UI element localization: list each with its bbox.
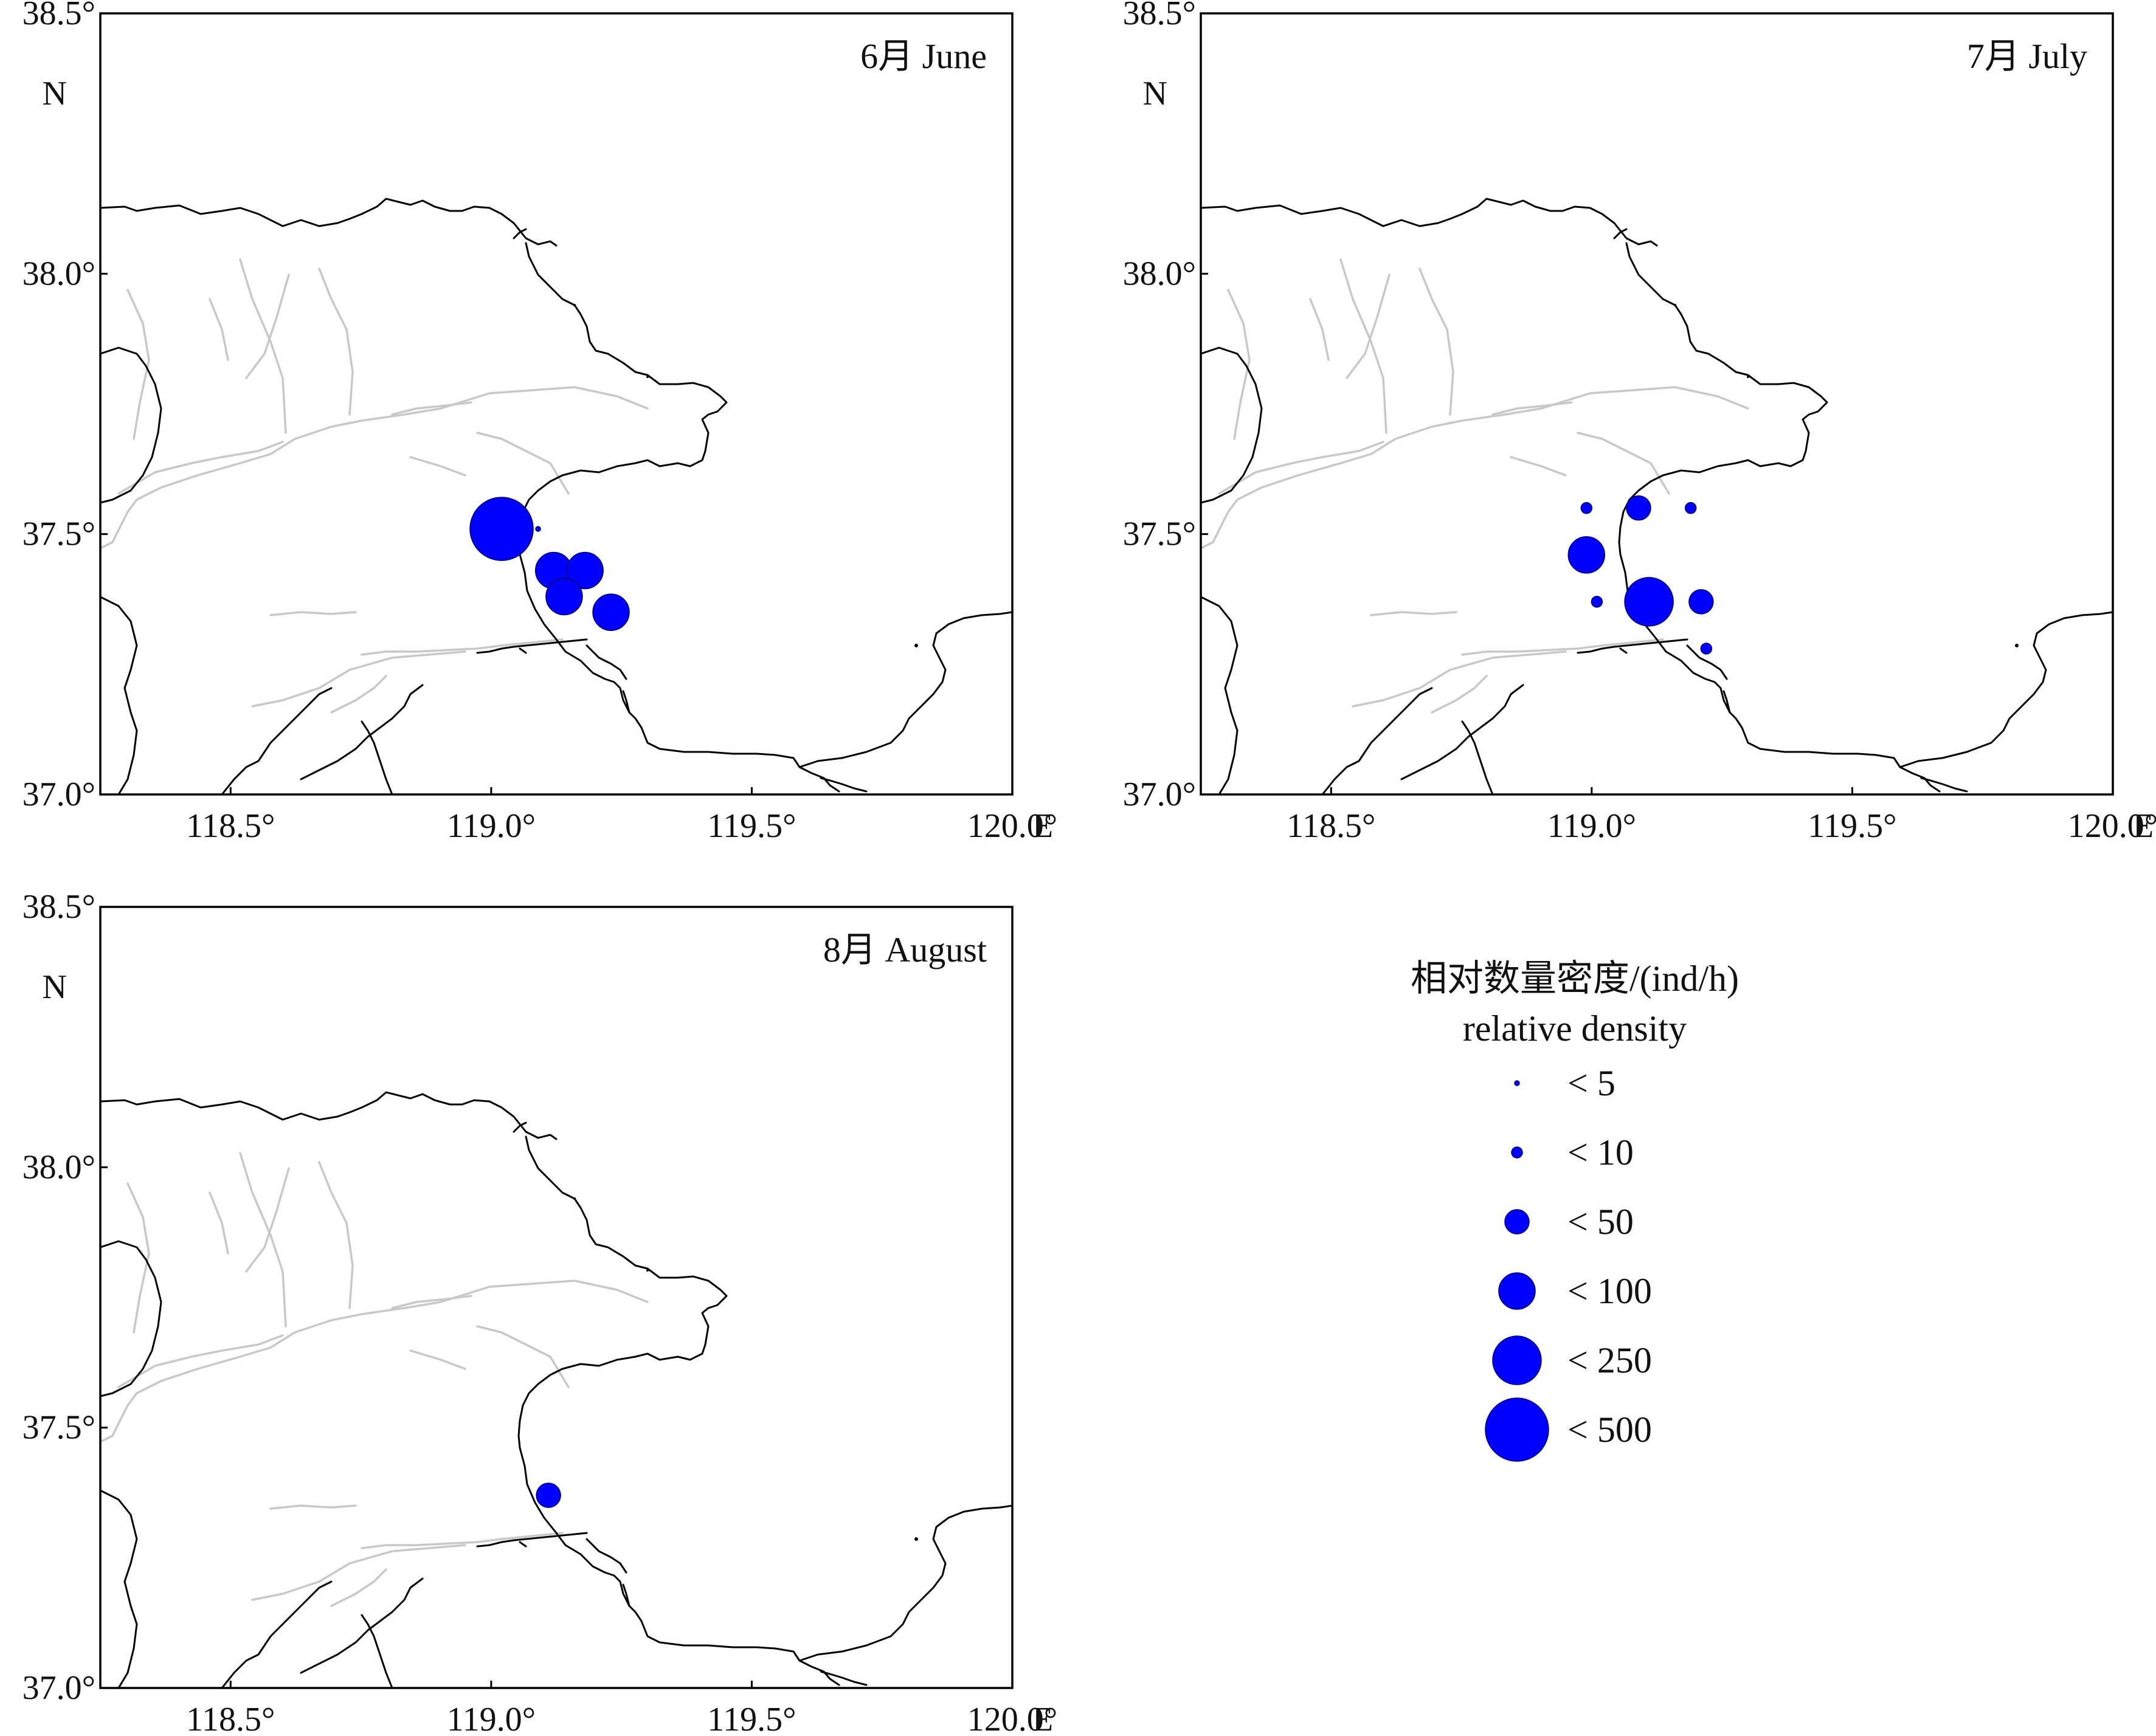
lat-tick-label: 37.0°	[1123, 776, 1196, 813]
lon-tick-label: 119.0°	[447, 1701, 536, 1736]
lat-tick-label: 37.5°	[22, 515, 95, 553]
lon-tick-label: 119.0°	[1547, 807, 1636, 845]
station-marker	[1567, 536, 1606, 574]
legend-marker	[1492, 1335, 1542, 1385]
station-marker	[535, 526, 541, 532]
lat-tick-label: 38.0°	[22, 255, 95, 292]
lon-tick-label: 118.5°	[186, 1701, 275, 1736]
lon-tick-label: 119.5°	[1808, 807, 1896, 845]
legend-label: < 100	[1567, 1271, 1652, 1311]
coastline-basemap	[100, 198, 1012, 794]
lat-tick-label: 38.0°	[22, 1148, 95, 1186]
legend: 相对数量密度/(ind/h) relative density < 5 < 10 < 5…	[1411, 959, 1739, 1462]
lat-tick-label: 38.0°	[1123, 255, 1196, 292]
legend-label: < 250	[1567, 1340, 1652, 1380]
station-marker	[469, 497, 534, 561]
station-marker	[1688, 589, 1714, 615]
legend-title-en: relative density	[1463, 1008, 1687, 1049]
lon-tick-label: 118.5°	[186, 807, 275, 845]
legend-marker	[1485, 1397, 1549, 1462]
map-frame	[99, 906, 1014, 1689]
lon-tick-label: 120.0°	[967, 807, 1057, 845]
lat-tick-label: 37.5°	[22, 1409, 95, 1447]
lat-tick-label: 38.5°	[22, 0, 95, 32]
coastline-basemap	[100, 1091, 1012, 1688]
legend-label: < 500	[1567, 1410, 1652, 1450]
lon-tick-label: 118.5°	[1287, 807, 1375, 845]
legend-label: < 10	[1567, 1132, 1634, 1173]
station-marker	[545, 577, 583, 616]
north-label: N	[1143, 75, 1167, 112]
map-frame	[1200, 12, 2114, 796]
coastline-basemap	[1201, 198, 2113, 794]
east-label: E	[2133, 807, 2154, 845]
lon-tick-label: 119.0°	[447, 807, 536, 845]
legend-marker	[1511, 1146, 1523, 1159]
panel-title: 6月 June	[860, 36, 987, 76]
map-panel-1: 6月 June 37.0° 37.5° 38.0° 38.5° N 118.5° 119.0°…	[22, 0, 1058, 845]
east-label: E	[1032, 807, 1053, 845]
station-marker	[566, 551, 604, 590]
map-panel-2: 7月 July 37.0° 37.5° 38.0° 38.5° N 118.5° 119.0°…	[1123, 0, 2156, 845]
station-marker	[592, 593, 630, 631]
panel-title: 7月 July	[1967, 36, 2087, 76]
north-label: N	[43, 75, 67, 112]
lat-tick-label: 37.0°	[22, 776, 95, 813]
lat-tick-label: 37.5°	[1123, 515, 1196, 553]
lon-tick-label: 119.5°	[707, 1701, 796, 1736]
station-marker	[1591, 596, 1603, 608]
lat-tick-label: 38.5°	[1123, 0, 1196, 32]
lon-tick-label: 119.5°	[707, 807, 796, 845]
lon-tick-label: 120.0°	[2068, 807, 2156, 845]
station-marker	[536, 1483, 561, 1508]
map-frame	[99, 12, 1014, 796]
legend-marker	[1504, 1209, 1530, 1235]
station-marker	[1700, 642, 1713, 655]
map-panel-3: 8月 August 37.0° 37.5° 38.0° 38.5° N 118.5° 119.…	[22, 888, 1058, 1736]
east-label: E	[1032, 1701, 1053, 1736]
legend-title-cn: 相对数量密度/(ind/h)	[1411, 959, 1739, 999]
lat-tick-label: 38.5°	[22, 888, 95, 926]
legend-label: < 5	[1567, 1063, 1615, 1103]
lon-tick-label: 120.0°	[967, 1701, 1057, 1736]
station-marker	[1624, 577, 1674, 627]
station-marker	[1684, 502, 1697, 514]
legend-marker	[1498, 1272, 1536, 1310]
lat-tick-label: 37.0°	[22, 1669, 95, 1707]
station-marker	[1580, 502, 1593, 514]
legend-label: < 50	[1567, 1202, 1634, 1242]
legend-marker	[1514, 1080, 1520, 1086]
north-label: N	[43, 968, 67, 1006]
station-marker	[1626, 495, 1651, 521]
panel-title: 8月 August	[823, 930, 987, 970]
